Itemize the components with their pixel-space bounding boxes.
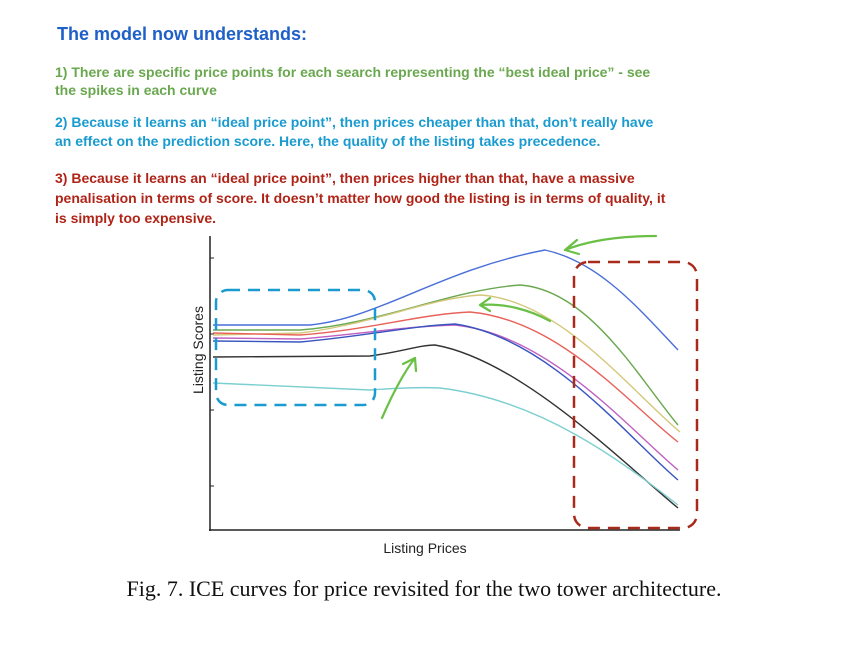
curves [212,249,681,509]
curve [213,249,679,351]
expensive-region [572,260,699,530]
cheap-region [214,288,377,407]
curve [212,324,679,471]
curve [213,284,679,426]
line: the spikes in each curve [55,82,217,98]
curve [212,311,679,443]
line: an effect on the prediction score. Here,… [55,133,601,149]
title: The model now understands: [57,24,308,44]
line: 3) Because it learns an “ideal price poi… [55,170,635,186]
point-3: 3) Because it learns an “ideal price poi… [55,168,665,228]
line: 2) Because it learns an “ideal price poi… [55,114,654,130]
axes [209,236,680,531]
caption: Fig. 7. ICE curves for price revisited f… [126,576,721,601]
y-label: Listing Scores [190,306,206,394]
line: is simply too expensive. [55,210,217,226]
ticks [210,257,214,487]
point-1: 1) There are specific price points for e… [55,63,650,99]
x-label: Listing Prices [383,540,466,556]
point-2: 2) Because it learns an “ideal price poi… [55,113,653,151]
curve [212,382,679,506]
line: penalisation in terms of score. It doesn… [55,190,666,206]
curve [212,323,679,481]
arrows [380,234,658,420]
curve [212,294,681,433]
line: 1) There are specific price points for e… [55,64,651,80]
curve [212,344,679,509]
